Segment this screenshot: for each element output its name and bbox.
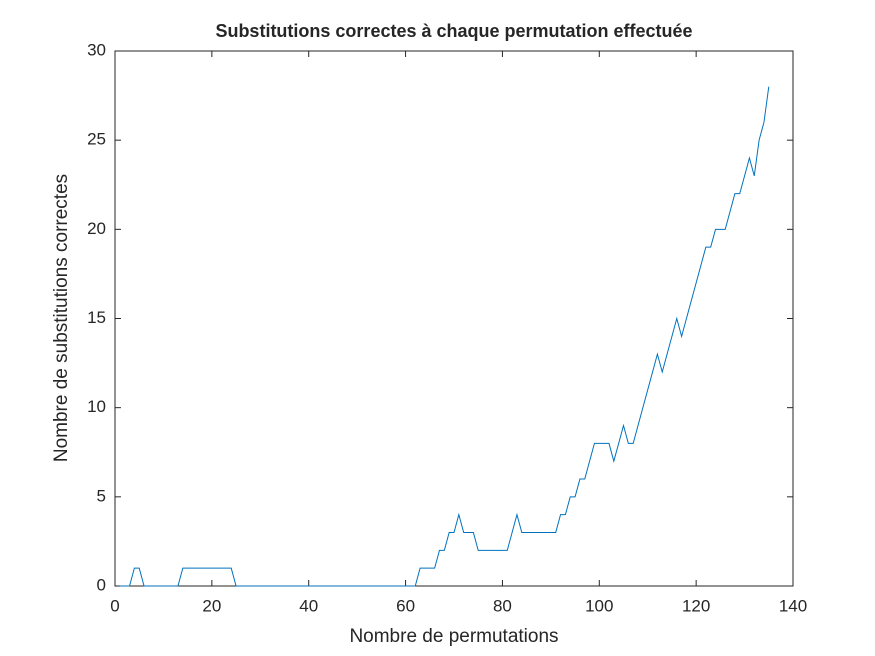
y-tick-label: 10 [87, 397, 106, 416]
x-tick-label: 20 [202, 596, 221, 615]
data-line [119, 86, 770, 587]
x-tick-label: 0 [110, 596, 119, 615]
y-tick-label: 15 [87, 308, 106, 327]
x-tick-label: 40 [299, 596, 318, 615]
x-tick-label: 140 [779, 596, 807, 615]
x-axis-label: Nombre de permutations [349, 626, 558, 647]
y-tick-label: 30 [87, 40, 106, 59]
plot-area [114, 50, 794, 587]
y-tick-label: 5 [97, 486, 106, 505]
x-tick-label: 60 [396, 596, 415, 615]
y-tick-label: 25 [87, 130, 106, 149]
x-tick-label: 80 [493, 596, 512, 615]
chart-title: Substitutions correctes à chaque permuta… [215, 21, 692, 41]
y-tick-label: 20 [87, 219, 106, 238]
x-tick-label: 120 [682, 596, 710, 615]
x-tick-label: 100 [585, 596, 613, 615]
y-axis-label: Nombre de substitutions correctes [51, 174, 72, 462]
y-tick-label: 0 [97, 575, 106, 594]
